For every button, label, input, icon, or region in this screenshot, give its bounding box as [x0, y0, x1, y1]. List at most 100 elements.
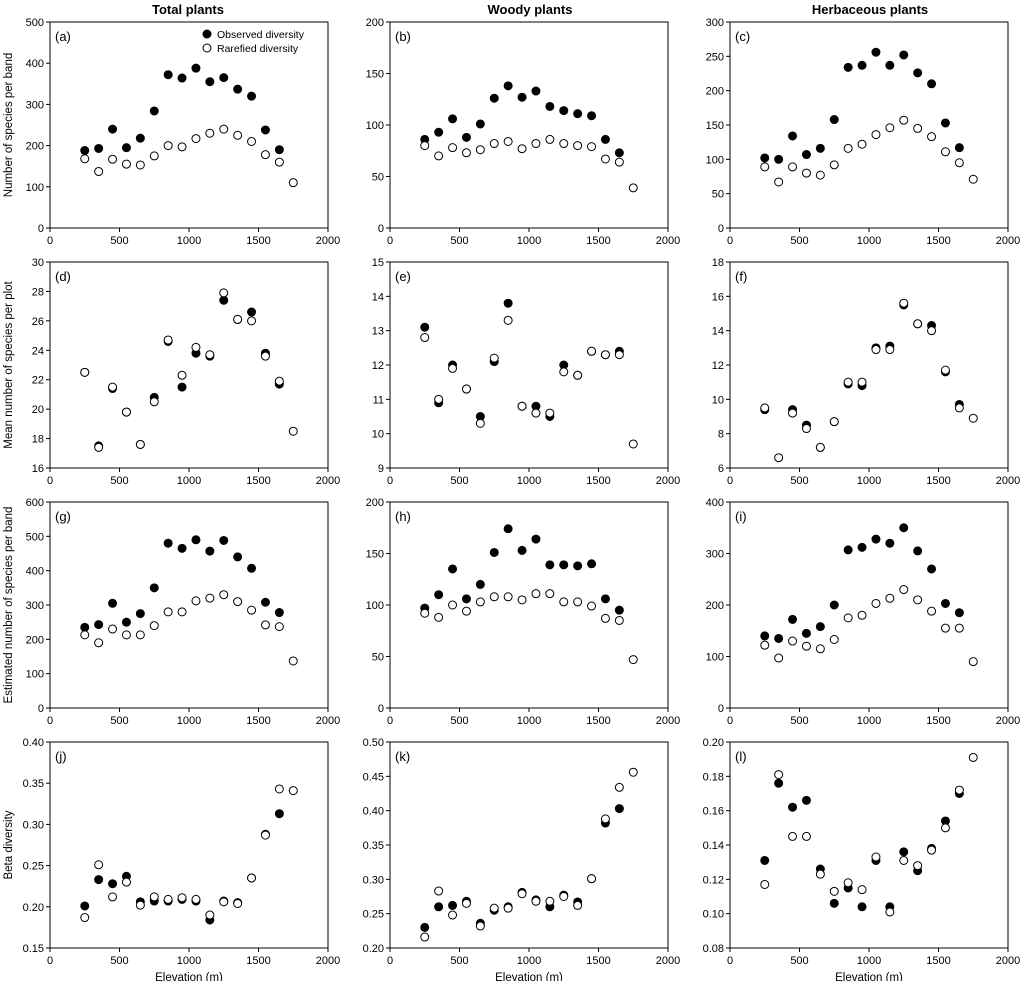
- y-tick-label: 0.14: [703, 840, 724, 852]
- y-axis-label: Number of species per band: [3, 53, 15, 197]
- y-tick-label: 500: [26, 531, 44, 543]
- rarefied-point: [843, 377, 853, 387]
- panel-label: (g): [55, 509, 71, 524]
- y-tick-label: 100: [706, 652, 724, 664]
- observed-point: [614, 804, 624, 814]
- plot-frame: [389, 21, 669, 229]
- observed-point: [80, 901, 90, 911]
- rarefied-point: [899, 585, 909, 595]
- rarefied-point: [573, 597, 583, 607]
- observed-point: [760, 855, 770, 865]
- observed-point: [149, 106, 159, 116]
- x-tick-label: 0: [47, 715, 53, 727]
- y-tick-label: 200: [706, 600, 724, 612]
- rarefied-point: [260, 620, 270, 630]
- x-tick-label: 2000: [656, 955, 680, 967]
- rarefied-point: [573, 141, 583, 151]
- rarefied-point: [968, 657, 978, 667]
- rarefied-point: [600, 613, 610, 623]
- y-tick-label: 0.40: [23, 737, 44, 749]
- observed-point: [954, 608, 964, 618]
- observed-point: [94, 875, 104, 885]
- rarefied-point: [954, 403, 964, 413]
- observed-point: [108, 124, 118, 134]
- rarefied-point: [205, 350, 215, 360]
- x-tick-label: 2000: [996, 475, 1020, 487]
- rarefied-point: [774, 177, 784, 187]
- rarefied-point: [233, 899, 243, 909]
- plot-frame: [389, 501, 669, 709]
- rarefied-point: [233, 314, 243, 324]
- rarefied-point: [247, 873, 257, 883]
- plot-frame: [389, 261, 669, 469]
- observed-point: [233, 552, 243, 562]
- rarefied-point: [913, 123, 923, 133]
- y-tick-label: 0.25: [363, 909, 384, 921]
- rarefied-point: [475, 921, 485, 931]
- x-tick-label: 1000: [857, 235, 881, 247]
- y-tick-label: 10: [712, 394, 724, 406]
- rarefied-point: [788, 831, 798, 841]
- rarefied-point: [968, 752, 978, 762]
- y-tick-label: 50: [372, 172, 384, 184]
- panel-label: (i): [735, 509, 747, 524]
- observed-point: [121, 143, 131, 153]
- rarefied-point: [163, 141, 173, 151]
- observed-point: [448, 900, 458, 910]
- observed-point: [461, 594, 471, 604]
- y-tick-label: 0.15: [23, 943, 44, 955]
- x-tick-label: 1500: [586, 955, 610, 967]
- y-tick-label: 200: [366, 497, 384, 509]
- rarefied-point: [913, 595, 923, 605]
- rarefied-point: [801, 168, 811, 178]
- rarefied-point: [843, 613, 853, 623]
- panel-e: 0 500 1000 1500 2000 9 10 11 12 13 14 15 (e): [372, 257, 680, 487]
- panel-label: (e): [395, 269, 411, 284]
- plot-frame: [49, 261, 329, 469]
- rarefied-point: [885, 593, 895, 603]
- rarefied-point: [448, 910, 458, 920]
- y-tick-label: 18: [32, 434, 44, 446]
- observed-point: [219, 535, 229, 545]
- x-tick-label: 2000: [656, 235, 680, 247]
- observed-point: [233, 84, 243, 94]
- y-tick-label: 30: [32, 257, 44, 269]
- y-tick-label: 300: [706, 549, 724, 561]
- x-tick-label: 1000: [517, 715, 541, 727]
- observed-point: [163, 70, 173, 80]
- rarefied-point: [954, 158, 964, 168]
- observed-point: [559, 106, 569, 116]
- y-tick-label: 0.40: [363, 806, 384, 818]
- rarefied-point: [434, 612, 444, 622]
- x-tick-label: 2000: [996, 715, 1020, 727]
- observed-point: [517, 545, 527, 555]
- rarefied-point: [233, 130, 243, 140]
- column-title-woody: Woody plants: [488, 2, 573, 17]
- x-tick-label: 2000: [656, 715, 680, 727]
- rarefied-point: [954, 623, 964, 633]
- rarefied-point: [614, 157, 624, 167]
- legend-observed-label: Observed diversity: [217, 29, 305, 41]
- rarefied-point: [774, 653, 784, 663]
- panel-b: 0 500 1000 1500 2000 0 50 100 150 200 (b): [366, 17, 681, 247]
- x-tick-label: 2000: [316, 475, 340, 487]
- y-tick-label: 300: [706, 17, 724, 29]
- y-tick-label: 150: [706, 120, 724, 132]
- rarefied-point: [489, 353, 499, 363]
- panel-l: 0 500 1000 1500 2000 0.08 0.10 0.12 0.14 0.16 0.18…: [703, 737, 1021, 981]
- y-tick-label: 150: [366, 549, 384, 561]
- rarefied-point: [149, 397, 159, 407]
- observed-point: [545, 101, 555, 111]
- x-tick-label: 500: [110, 475, 128, 487]
- rarefied-point: [80, 154, 90, 164]
- rarefied-point: [163, 335, 173, 345]
- plot-frame: [729, 501, 1009, 709]
- plot-frame: [729, 21, 1009, 229]
- rarefied-point: [885, 123, 895, 133]
- observed-point: [461, 132, 471, 142]
- rarefied-point: [288, 786, 298, 796]
- rarefied-point: [461, 384, 471, 394]
- rarefied-point: [163, 607, 173, 617]
- rarefied-point: [135, 900, 145, 910]
- x-tick-label: 0: [47, 955, 53, 967]
